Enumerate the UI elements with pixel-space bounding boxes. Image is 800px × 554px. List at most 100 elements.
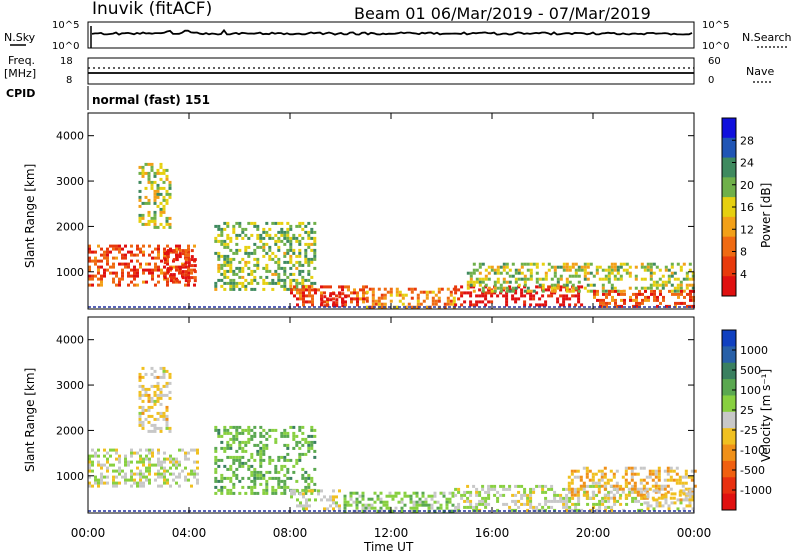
echo-cell: [238, 287, 242, 291]
echo-cell: [109, 250, 112, 254]
echo-cell: [541, 294, 545, 298]
echo-cell: [238, 425, 242, 429]
echo-cell: [292, 431, 296, 435]
echo-cell: [253, 431, 257, 435]
echo-cell: [651, 469, 655, 473]
echo-cell: [499, 283, 503, 287]
echo-cell: [133, 271, 136, 275]
echo-cell: [91, 274, 94, 278]
echo-cell: [511, 262, 515, 266]
echo-cell: [434, 302, 438, 306]
echo-cell: [652, 271, 656, 275]
colorbar-tick-label: 500: [740, 364, 761, 377]
echo-cell: [313, 482, 317, 486]
echo-cell: [385, 503, 389, 507]
echo-cell: [689, 295, 692, 299]
echo-cell: [169, 460, 172, 464]
echo-cell: [601, 499, 605, 503]
echo-cell: [311, 288, 314, 292]
echo-cell: [605, 301, 608, 305]
echo-cell: [265, 446, 269, 450]
echo-cell: [229, 431, 233, 435]
echo-cell: [434, 299, 438, 303]
echo-cell: [277, 479, 281, 483]
echo-cell: [535, 280, 539, 284]
echo-cell: [664, 495, 668, 499]
echo-cell: [371, 290, 375, 294]
echo-cell: [94, 454, 97, 458]
echo-cell: [178, 280, 181, 284]
freq-label: Freq.: [8, 54, 35, 67]
echo-cell: [187, 244, 190, 248]
echo-cell: [226, 242, 230, 246]
echo-cell: [630, 478, 634, 482]
echo-cell: [672, 496, 676, 500]
echo-cell: [676, 283, 680, 287]
echo-cell: [629, 298, 632, 302]
echo-cell: [175, 255, 179, 259]
echo-cell: [313, 281, 317, 285]
echo-cell: [139, 247, 142, 251]
echo-cell: [253, 476, 257, 480]
echo-cell: [664, 498, 668, 502]
nsky-strip-frame: [87, 21, 695, 49]
echo-cell: [301, 227, 305, 231]
echo-cell: [153, 393, 157, 397]
echo-cell: [141, 393, 145, 397]
echo-cell: [133, 481, 136, 485]
echo-cell: [253, 482, 257, 486]
echo-cell: [645, 481, 649, 485]
echo-cell: [559, 499, 563, 503]
echo-cell: [163, 261, 167, 265]
echo-cell: [138, 171, 142, 175]
echo-cell: [304, 485, 308, 489]
echo-cell: [565, 265, 569, 269]
echo-cell: [478, 288, 482, 292]
echo-cell: [214, 251, 218, 255]
echo-cell: [614, 298, 617, 302]
echo-cell: [241, 428, 245, 432]
echo-cell: [619, 277, 623, 281]
echo-cell: [311, 300, 314, 304]
echo-cell: [508, 505, 512, 509]
echo-cell: [664, 265, 668, 269]
echo-cell: [311, 489, 314, 493]
echo-cell: [235, 434, 239, 438]
echo-cell: [415, 494, 419, 498]
echo-cell: [313, 467, 317, 471]
echo-cell: [398, 293, 402, 297]
echo-cell: [142, 475, 145, 479]
echo-cell: [106, 253, 109, 257]
echo-cell: [136, 283, 139, 287]
echo-cell: [165, 369, 169, 373]
echo-cell: [293, 285, 296, 289]
echo-cell: [106, 481, 109, 485]
echo-cell: [388, 491, 392, 495]
echo-cell: [313, 242, 317, 246]
echo-cell: [286, 467, 290, 471]
echo-cell: [253, 287, 257, 291]
echo-cell: [229, 248, 233, 252]
echo-cell: [505, 294, 509, 298]
colorbar-swatch: [722, 362, 736, 380]
echo-cell: [526, 277, 530, 281]
echo-cell: [115, 481, 118, 485]
echo-cell: [670, 265, 674, 269]
echo-cell: [691, 498, 695, 502]
echo-cell: [220, 263, 224, 267]
echo-cell: [226, 491, 230, 495]
echo-cell: [430, 494, 434, 498]
echo-cell: [271, 278, 275, 282]
echo-cell: [460, 291, 464, 295]
echo-region: [454, 285, 584, 307]
echo-cell: [691, 274, 695, 278]
echo-cell: [559, 294, 563, 298]
echo-cell: [359, 288, 362, 292]
echo-cell: [115, 283, 118, 287]
echo-cell: [313, 230, 317, 234]
echo-cell: [226, 263, 230, 267]
echo-cell: [568, 268, 572, 272]
echo-cell: [646, 501, 650, 505]
echo-cell: [147, 387, 151, 391]
echo-cell: [678, 475, 682, 479]
